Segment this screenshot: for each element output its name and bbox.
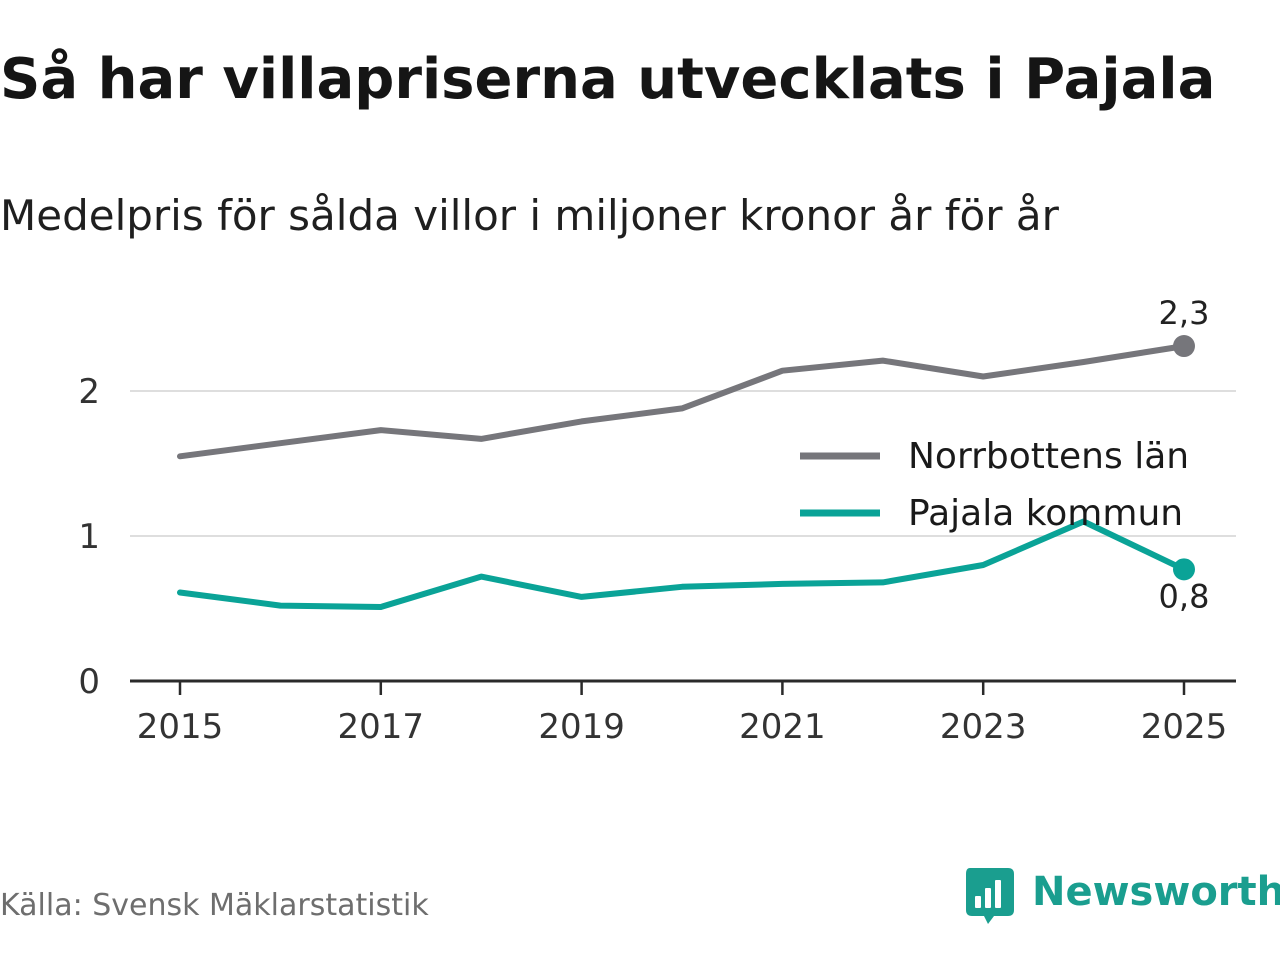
y-tick-label-1: 1 — [78, 517, 100, 557]
x-tick-label-2021: 2021 — [739, 707, 826, 747]
x-tick-label-2025: 2025 — [1141, 707, 1228, 747]
legend-label-1: Pajala kommun — [908, 493, 1183, 534]
chart-subtitle: Medelpris för sålda villor i miljoner kr… — [0, 191, 1059, 240]
series-line-1 — [177, 518, 1187, 610]
x-tick-label-2017: 2017 — [338, 707, 425, 747]
x-tick-label-2015: 2015 — [137, 707, 224, 747]
brand-name: Newsworthy — [1032, 869, 1280, 915]
x-axis-ticks: 2015 2017 2019 2021 2023 2025 — [137, 681, 1228, 747]
y-axis-tick-labels: 0 1 2 — [78, 372, 100, 702]
series-end-markers: 2,3 0,8 — [1159, 294, 1210, 615]
brand-logo[interactable]: Newsworthy — [964, 866, 1280, 926]
end-point-0 — [1173, 335, 1195, 358]
newsworthy-logo-icon — [966, 868, 1014, 924]
x-tick-label-2019: 2019 — [538, 707, 625, 747]
legend: Norrbottens län Pajala kommun — [800, 436, 1189, 534]
series-lines — [177, 343, 1187, 610]
x-tick-label-2023: 2023 — [940, 707, 1027, 747]
legend-label-0: Norrbottens län — [908, 436, 1189, 477]
end-label-0: 2,3 — [1159, 294, 1210, 332]
source-note: Källa: Svensk Mäklarstatistik — [0, 888, 429, 923]
end-point-1 — [1173, 558, 1195, 581]
series-line-0 — [177, 343, 1187, 460]
end-label-1: 0,8 — [1159, 577, 1210, 615]
y-tick-label-0: 0 — [78, 662, 100, 702]
y-tick-label-2: 2 — [78, 372, 100, 412]
chart-title: Så har villapriserna utvecklats i Pajala — [0, 47, 1216, 112]
line-chart: 0 1 2 2015 2017 2019 2021 2023 2025 Norrbottens… — [78, 294, 1236, 747]
